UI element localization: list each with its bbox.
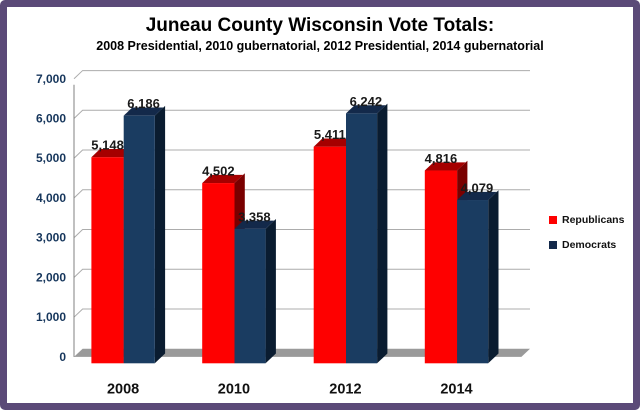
svg-text:2010: 2010 [218, 381, 250, 397]
svg-text:5,000: 5,000 [36, 151, 66, 165]
svg-text:3,000: 3,000 [36, 231, 66, 245]
svg-text:4,079: 4,079 [461, 181, 494, 196]
svg-text:6,000: 6,000 [36, 112, 66, 126]
svg-text:0: 0 [59, 350, 66, 364]
svg-text:6,186: 6,186 [127, 96, 160, 111]
svg-text:2008: 2008 [107, 381, 139, 397]
svg-text:5,148: 5,148 [91, 138, 124, 153]
svg-text:4,000: 4,000 [36, 191, 66, 205]
svg-text:1,000: 1,000 [36, 310, 66, 324]
svg-text:5,411: 5,411 [314, 127, 346, 142]
svg-text:4,816: 4,816 [425, 151, 458, 166]
svg-text:4,502: 4,502 [202, 164, 235, 179]
svg-text:7,000: 7,000 [36, 72, 66, 86]
svg-text:2,000: 2,000 [36, 270, 66, 284]
svg-text:2014: 2014 [440, 381, 472, 397]
svg-text:2012: 2012 [329, 381, 361, 397]
svg-text:6,242: 6,242 [350, 94, 383, 109]
svg-text:3,358: 3,358 [238, 209, 271, 224]
